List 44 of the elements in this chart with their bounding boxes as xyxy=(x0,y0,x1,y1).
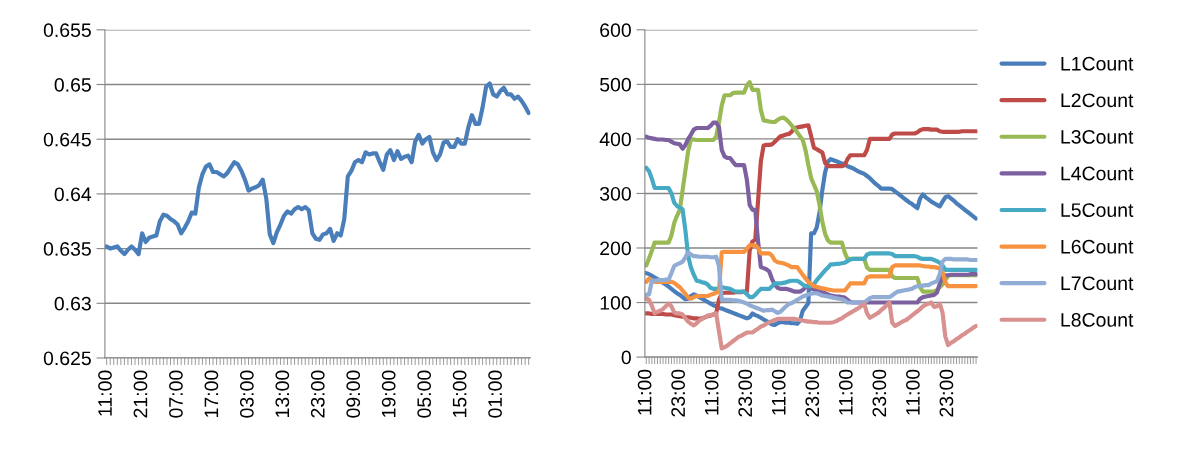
y-tick-label: 0.655 xyxy=(43,23,91,38)
x-tick-label: 17:00 xyxy=(204,370,219,417)
x-tick-label: 03:00 xyxy=(239,370,254,418)
x-tick-label: 13:00 xyxy=(275,370,290,417)
y-tick-label: 100 xyxy=(600,296,631,310)
x-tick-label: 23:00 xyxy=(310,370,325,418)
y-tick-label: 500 xyxy=(600,77,631,92)
legend-label: L8Count xyxy=(1061,313,1134,327)
x-tick-label: 11:00 xyxy=(771,369,786,415)
x-tick-label: 21:00 xyxy=(133,370,148,418)
x-tick-label: 23:00 xyxy=(671,369,686,417)
legend-label: L3Count xyxy=(1061,130,1134,144)
x-tick-label: 23:00 xyxy=(939,369,954,417)
legend-label: L5Count xyxy=(1061,203,1134,217)
x-tick-label: 05:00 xyxy=(417,370,432,418)
legend-label: L7Count xyxy=(1061,276,1134,291)
x-tick-label: 07:00 xyxy=(169,370,183,418)
legend-label: L2Count xyxy=(1061,93,1134,108)
y-tick-label: 600 xyxy=(600,23,631,38)
x-tick-label: 11:00 xyxy=(98,370,112,416)
y-tick-label: 0.625 xyxy=(43,351,91,366)
y-tick-label: 0.635 xyxy=(43,242,91,256)
y-tick-label: 0.65 xyxy=(54,77,91,92)
x-tick-label: 11:00 xyxy=(704,369,719,415)
x-tick-label: 11:00 xyxy=(906,369,920,415)
x-tick-label: 09:00 xyxy=(346,370,361,418)
legend-label: L4Count xyxy=(1061,166,1134,181)
x-tick-label: 15:00 xyxy=(452,370,467,417)
y-tick-label: 0.645 xyxy=(43,132,91,147)
x-tick-label: 23:00 xyxy=(738,369,753,417)
legend-label: L6Count xyxy=(1061,239,1134,254)
y-tick-label: 300 xyxy=(599,186,631,201)
y-tick-label: 200 xyxy=(600,241,631,256)
y-tick-label: 400 xyxy=(599,132,631,147)
legend-label: L1Count xyxy=(1061,56,1134,71)
x-tick-label: 11:00 xyxy=(637,369,652,415)
y-tick-label: 0 xyxy=(621,350,631,365)
x-tick-label: 19:00 xyxy=(381,370,396,417)
y-tick-label: 0.63 xyxy=(54,296,91,311)
x-tick-label: 23:00 xyxy=(805,369,820,417)
x-tick-label: 23:00 xyxy=(872,369,887,417)
y-tick-label: 0.64 xyxy=(54,187,92,202)
x-tick-label: 01:00 xyxy=(488,370,502,418)
x-tick-label: 11:00 xyxy=(838,369,853,415)
